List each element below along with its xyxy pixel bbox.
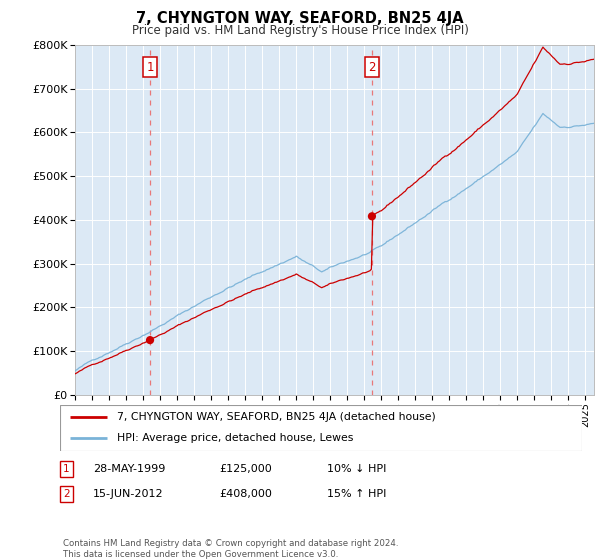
Text: 1: 1 (63, 464, 70, 474)
Text: 28-MAY-1999: 28-MAY-1999 (93, 464, 166, 474)
Point (145, 335, 155, 344)
Text: 15% ↑ HPI: 15% ↑ HPI (327, 489, 386, 499)
Text: 7, CHYNGTON WAY, SEAFORD, BN25 4JA: 7, CHYNGTON WAY, SEAFORD, BN25 4JA (136, 11, 464, 26)
Text: Price paid vs. HM Land Registry's House Price Index (HPI): Price paid vs. HM Land Registry's House … (131, 24, 469, 36)
Text: HPI: Average price, detached house, Lewes: HPI: Average price, detached house, Lewe… (118, 433, 354, 444)
Text: 7, CHYNGTON WAY, SEAFORD, BN25 4JA (detached house): 7, CHYNGTON WAY, SEAFORD, BN25 4JA (deta… (118, 412, 436, 422)
Text: 2: 2 (368, 60, 376, 73)
Text: 10% ↓ HPI: 10% ↓ HPI (327, 464, 386, 474)
Text: 15-JUN-2012: 15-JUN-2012 (93, 489, 164, 499)
Point (367, 212, 377, 221)
Text: £125,000: £125,000 (219, 464, 272, 474)
Text: 1: 1 (146, 60, 154, 73)
Text: 2: 2 (63, 489, 70, 499)
Text: Contains HM Land Registry data © Crown copyright and database right 2024.
This d: Contains HM Land Registry data © Crown c… (63, 539, 398, 559)
Text: £408,000: £408,000 (219, 489, 272, 499)
